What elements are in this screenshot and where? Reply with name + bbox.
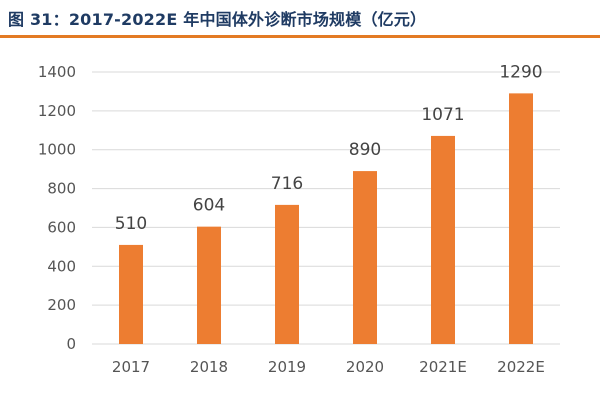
x-tick-label: 2018 [190,358,228,376]
data-label: 510 [115,214,147,234]
x-tick-label: 2020 [346,358,384,376]
x-tick-label: 2022E [497,358,545,376]
bar [197,226,221,344]
data-label: 716 [271,174,303,194]
data-label: 1071 [421,105,464,125]
y-tick-label: 400 [47,257,76,275]
bar [119,244,143,344]
title-rule [0,35,600,38]
data-label: 1290 [499,62,542,82]
figure-title: 图 31：2017-2022E 年中国体外诊断市场规模（亿元） [8,10,427,29]
y-tick-label: 800 [47,180,76,198]
bars [119,93,533,344]
data-label: 604 [193,196,225,216]
x-tick-label: 2019 [268,358,306,376]
bar [509,93,533,344]
y-tick-label: 1200 [38,102,76,120]
y-tick-label: 1000 [38,141,76,159]
y-tick-label: 0 [66,335,76,353]
bar [275,204,299,344]
data-label: 890 [349,140,381,160]
x-tick-label: 2021E [419,358,467,376]
bar [353,171,377,344]
bar [431,135,455,344]
y-tick-label: 600 [47,218,76,236]
y-tick-label: 200 [47,296,76,314]
y-tick-label: 1400 [38,63,76,81]
x-tick-label: 2017 [112,358,150,376]
data-labels: 510 604 716 890 1071 1290 [115,62,543,234]
x-axis-ticks: 2017 2018 2019 2020 2021E 2022E [112,358,545,376]
y-axis-ticks: 0 200 400 600 800 1000 1200 1400 [38,63,76,353]
gridlines [92,71,560,345]
